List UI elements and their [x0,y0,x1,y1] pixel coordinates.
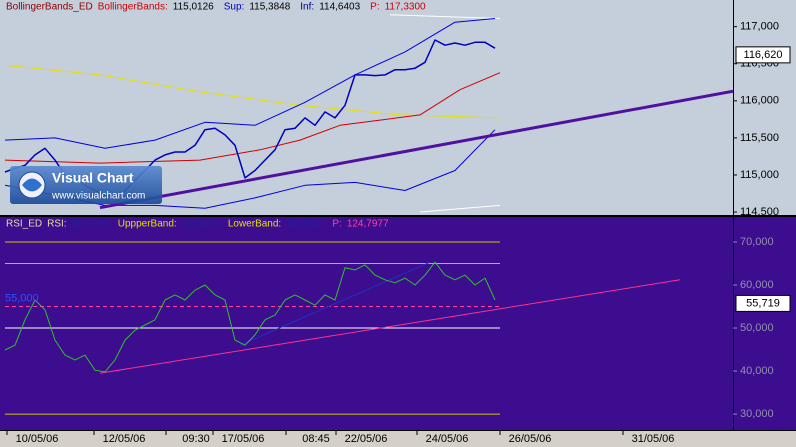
x-tick-label: 09:30 [182,433,210,445]
header-text: Inf: [300,2,314,13]
header-text: 55,7190 [72,219,109,230]
last-value-label: 55,719 [746,297,780,309]
header-text: BollingerBands_ED [6,2,93,13]
last-value-box [735,294,791,312]
series-line [389,14,501,19]
rsi-panel [0,217,796,430]
x-tick-label: 24/05/06 [426,433,469,445]
x-tick-label: 26/05/06 [509,433,552,445]
header-text: P: [332,219,341,230]
y-tick-label: 40,000 [740,365,774,377]
header-text: 30,0000 [286,219,323,230]
series-line [239,261,431,346]
header-text: LowerBand: [228,219,281,230]
header-text: P: [370,2,379,13]
series-line [99,89,733,210]
series-line [4,261,496,373]
logo-title: Visual Chart [52,170,134,186]
x-tick-label: 12/05/06 [103,433,146,445]
series-line [419,204,501,213]
logo-url: www.visualchart.com [51,191,145,202]
logo: Visual Chart www.visualchart.com [10,166,162,204]
logo-box [10,166,162,204]
series-line [4,72,501,164]
series-line [4,18,496,149]
x-tick-label: 31/05/06 [632,433,675,445]
logo-globe-mark [22,178,42,192]
header-text: 124,7977 [347,219,389,230]
y-tick-label: 30,000 [740,408,774,420]
y-tick-label: 117,000 [740,21,779,33]
header-text: 115,0126 [173,2,214,13]
x-tick-label: 10/05/06 [16,433,59,445]
y-tick-label: 50,000 [740,322,774,334]
y-tick-label: 114,500 [740,206,779,218]
y-tick-label: 115,500 [740,132,779,144]
series-line [99,279,681,374]
y-tick-label: 60,000 [740,279,774,291]
x-tick-label: 17/05/06 [222,433,265,445]
x-tick-label: 22/05/06 [345,433,388,445]
header-text: 115,3848 [249,2,290,13]
x-tick-label: 08:45 [302,433,330,445]
header-text: RSI_ED [6,219,42,230]
header-text: 70,0000 [182,219,219,230]
y-tick-label: 116,000 [740,95,779,107]
plot-area [4,241,681,415]
header-text: BollingerBands: [98,2,168,13]
header-text: UppperBand: [118,219,177,230]
header-text: 117,3300 [385,2,426,13]
y-tick-label: 70,000 [740,236,774,248]
header-text: RSI: [47,219,66,230]
panel-separator [0,215,796,217]
last-value-box [735,46,791,64]
last-value-label: 116,620 [744,49,783,61]
y-tick-label: 115,000 [740,169,779,181]
header-text: 114,6403 [319,2,360,13]
header-text: Sup: [224,2,245,13]
level-label: 55,000 [5,292,39,304]
time-axis [0,430,796,447]
